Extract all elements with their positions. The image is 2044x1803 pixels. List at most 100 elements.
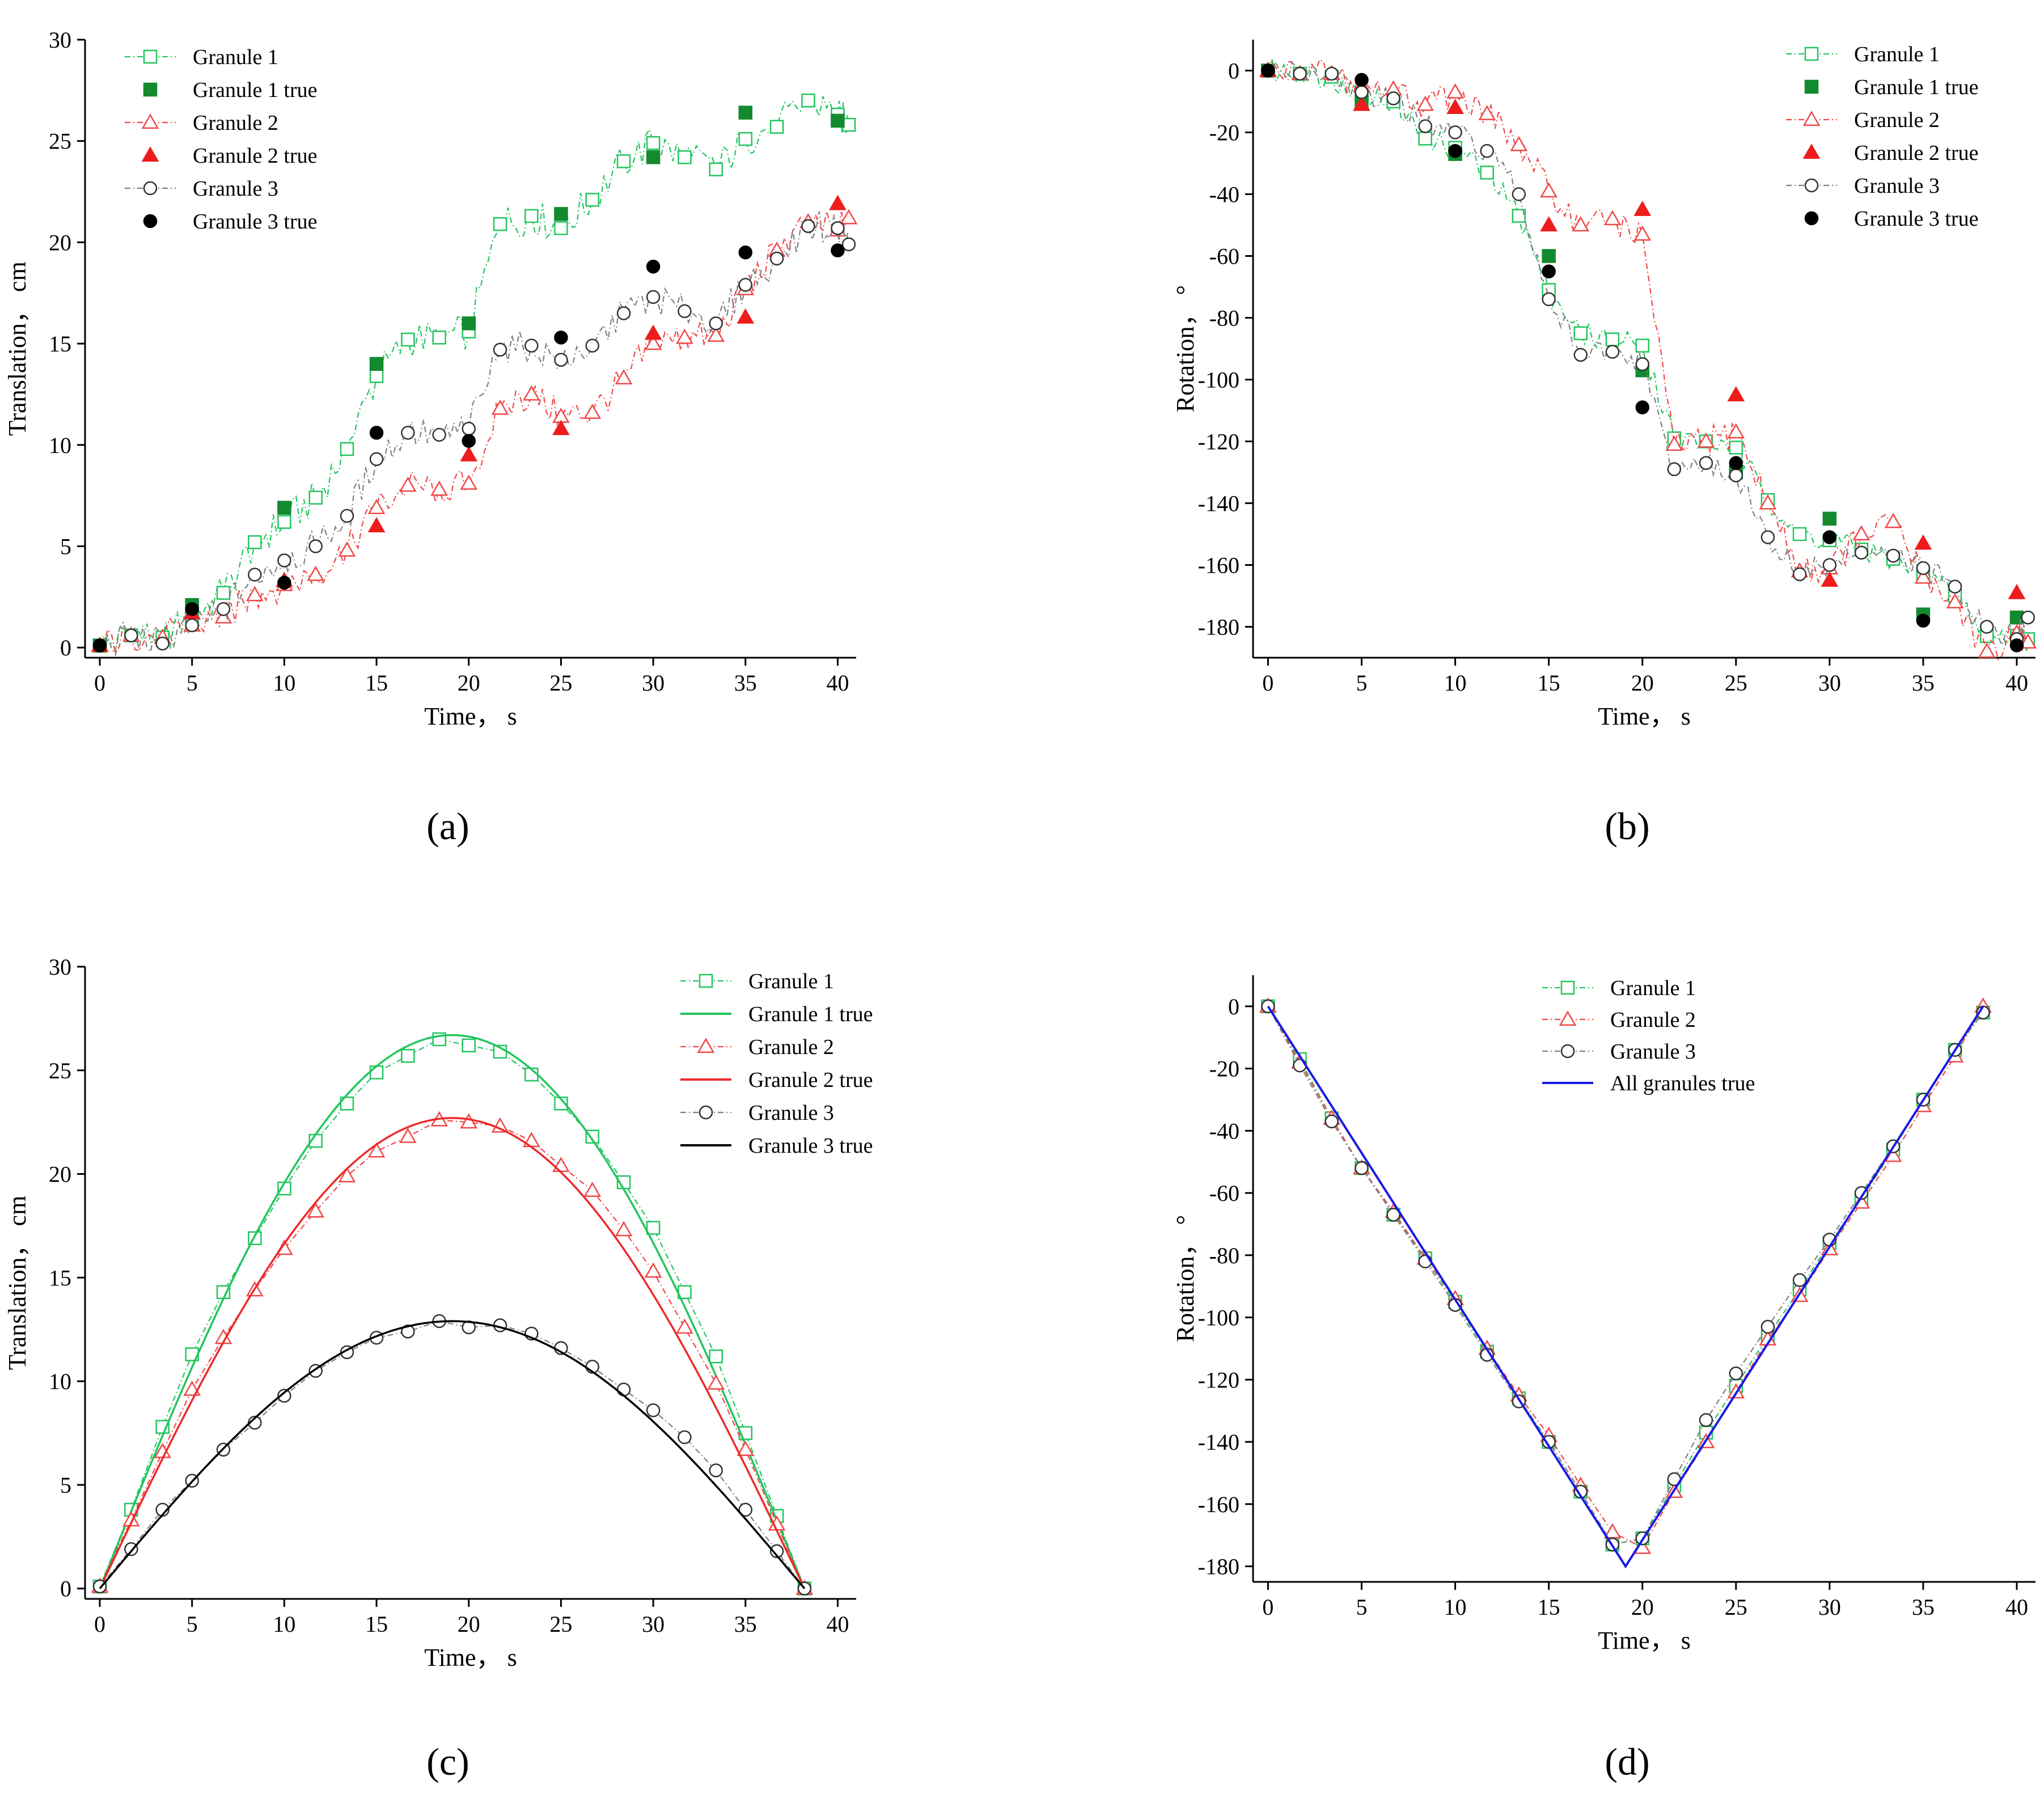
legend-item: Granule 2 true [1802,141,1978,165]
y-axis-title: Rotation， ° [1171,1215,1199,1342]
data-point [1540,216,1558,232]
legend-item: Granule 3 [1542,1040,1696,1064]
data-point [1448,143,1462,158]
legend-label: Granule 2 [748,1035,834,1059]
x-tick-label: 15 [365,1611,388,1637]
data-point [1916,613,1931,628]
data-point [185,618,199,633]
y-tick-label: 20 [49,1162,71,1187]
data-point [1386,1208,1400,1222]
data-point [644,324,662,340]
data-point [369,357,384,371]
data-point [401,426,415,440]
data-point [738,105,753,120]
panel-caption: (b) [1605,805,1649,848]
y-tick-label: -60 [1209,244,1239,269]
data-point [1886,548,1901,563]
data-point [401,332,415,347]
data-point [462,316,476,331]
data-point [277,553,291,568]
x-axis-title: Time， s [424,1644,517,1671]
data-point [676,1318,693,1334]
data-point [523,385,540,401]
legend-label: Granule 3 [1854,174,1940,198]
data-point [1792,567,1807,582]
legend-marker [143,82,158,97]
legend-marker [1560,980,1575,995]
legend-item: Granule 3 [680,1101,834,1125]
x-tick-label: 30 [642,670,665,696]
y-tick-label: -80 [1209,1243,1239,1268]
legend-marker [699,1105,713,1120]
data-point [1822,530,1837,544]
x-tick-label: 10 [273,670,295,696]
data-point [1821,572,1839,587]
legend-marker [1802,143,1821,159]
data-point [709,162,723,176]
data-point [308,539,323,553]
x-tick-label: 5 [1356,1594,1367,1620]
x-tick-label: 15 [1538,670,1560,696]
data-point [1355,85,1369,99]
legend-marker [1802,111,1821,126]
data-point [1572,216,1590,232]
legend-item: All granules true [1542,1072,1755,1095]
y-tick-label: 5 [60,1472,71,1498]
x-tick-label: 0 [94,1611,105,1637]
data-point [1727,1383,1745,1399]
data-point [338,541,356,557]
data-point [401,1324,415,1339]
data-point [737,1441,755,1456]
x-tick-label: 15 [365,670,388,696]
data-point [1418,132,1432,146]
data-point [1603,210,1622,226]
y-tick-label: 25 [49,129,71,154]
series-granule-3 [1261,999,1990,1552]
data-point [1729,1366,1743,1381]
y-tick-label: 0 [60,635,71,661]
y-tick-label: -100 [1198,367,1239,393]
data-point [367,517,386,532]
data-point [841,237,856,252]
data-point [646,1403,661,1417]
data-point [1416,95,1434,111]
data-point [1478,105,1496,120]
data-point [277,1389,291,1403]
legend-label: Granule 3 true [748,1134,873,1158]
y-tick-label: -140 [1198,1429,1239,1455]
data-point [707,1374,725,1390]
legend-item: Granule 3 true [143,210,317,234]
legend-label: Granule 1 [1610,976,1696,1000]
data-point [1605,332,1620,346]
data-point [1759,494,1777,510]
data-point [155,636,170,651]
data-point [432,428,446,442]
series-granule-2-true [99,1117,806,1589]
x-tick-label: 5 [187,1611,198,1637]
legend-item: Granule 1 [125,45,278,69]
series-granule-3-true [99,1320,806,1589]
y-tick-label: -60 [1209,1180,1239,1206]
x-tick-label: 10 [273,1611,295,1637]
y-tick-label: -180 [1198,615,1239,640]
chart-panel-c: 0 5 10 15 20 25 30 35 40 0 5 10 15 20 25 30 Time， s Trans… [3,954,873,1783]
data-point [1573,348,1588,362]
legend-marker [141,146,159,162]
data-point [769,120,784,134]
y-tick-label: -40 [1209,1118,1239,1144]
data-point [338,1167,356,1183]
legend-marker [1804,46,1819,61]
legend-item: Granule 1 true [143,78,317,102]
data-point [738,278,753,292]
data-point [460,1113,478,1129]
data-point [554,331,568,345]
y-tick-label: -180 [1198,1554,1239,1580]
data-point [1792,1273,1807,1287]
legend-item: Granule 1 [1786,43,1940,66]
data-point [2008,583,2026,599]
panel-caption: (c) [426,1740,469,1783]
data-point [216,586,231,600]
legend-item: Granule 1 true [1804,75,1978,99]
data-point [493,342,507,357]
data-point [1699,456,1713,470]
